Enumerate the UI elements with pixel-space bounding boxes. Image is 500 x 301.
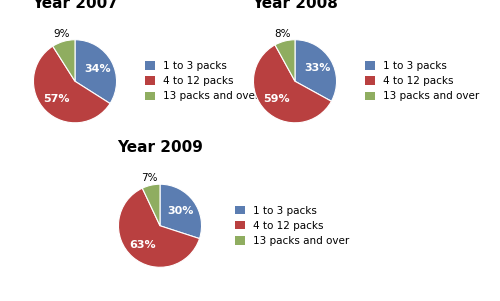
Legend: 1 to 3 packs, 4 to 12 packs, 13 packs and over: 1 to 3 packs, 4 to 12 packs, 13 packs an…: [235, 206, 349, 246]
Text: 8%: 8%: [274, 29, 291, 39]
Text: 30%: 30%: [168, 206, 194, 216]
Text: 57%: 57%: [44, 95, 70, 104]
Text: 9%: 9%: [53, 29, 70, 39]
Wedge shape: [254, 45, 332, 123]
Wedge shape: [34, 46, 110, 123]
Wedge shape: [160, 184, 202, 239]
Text: 34%: 34%: [84, 64, 111, 74]
Wedge shape: [52, 40, 75, 81]
Title: Year 2009: Year 2009: [117, 140, 203, 155]
Title: Year 2007: Year 2007: [32, 0, 118, 11]
Wedge shape: [75, 40, 116, 104]
Text: 63%: 63%: [130, 240, 156, 250]
Wedge shape: [142, 184, 160, 226]
Text: 7%: 7%: [141, 173, 158, 183]
Title: Year 2008: Year 2008: [252, 0, 338, 11]
Text: 59%: 59%: [264, 95, 290, 104]
Text: 33%: 33%: [304, 63, 330, 73]
Legend: 1 to 3 packs, 4 to 12 packs, 13 packs and over: 1 to 3 packs, 4 to 12 packs, 13 packs an…: [365, 61, 479, 101]
Wedge shape: [118, 188, 200, 267]
Legend: 1 to 3 packs, 4 to 12 packs, 13 packs and over: 1 to 3 packs, 4 to 12 packs, 13 packs an…: [145, 61, 259, 101]
Wedge shape: [275, 40, 295, 81]
Wedge shape: [295, 40, 337, 101]
